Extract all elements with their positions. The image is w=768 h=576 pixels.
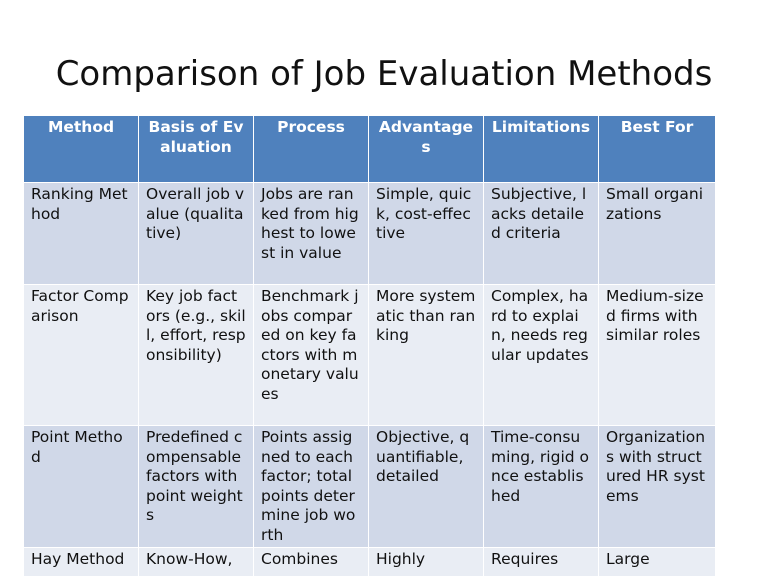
- table-cell: Benchmark jobs compared on key factors w…: [253, 284, 369, 426]
- header-basis-of-evaluation: Basis of Evaluation: [138, 115, 254, 183]
- table-cell: Jobs are ranked from highest to lowest i…: [253, 182, 369, 285]
- table-cell: Subjective, lacks detailed criteria: [483, 182, 599, 285]
- header-limitations: Limitations: [483, 115, 599, 183]
- table-cell: Small organizations: [598, 182, 716, 285]
- table-cell: Know-How,: [138, 547, 254, 576]
- comparison-table: Method Basis of Evaluation Process Advan…: [23, 115, 716, 576]
- table-cell: Organizations with structured HR systems: [598, 425, 716, 548]
- header-advantages: Advantages: [368, 115, 484, 183]
- table-cell: Large: [598, 547, 716, 576]
- header-best-for: Best For: [598, 115, 716, 183]
- table-cell: Complex, hard to explain, needs regular …: [483, 284, 599, 426]
- table-row: Factor Comparison Key job factors (e.g.,…: [23, 284, 716, 426]
- slide-title: Comparison of Job Evaluation Methods: [55, 54, 713, 94]
- table-row: Ranking Method Overall job value (qualit…: [23, 182, 716, 285]
- table-cell: Points assigned to each factor; total po…: [253, 425, 369, 548]
- table-cell: Ranking Method: [23, 182, 139, 285]
- table-cell: Predefined compensable factors with poin…: [138, 425, 254, 548]
- table-cell: Combines: [253, 547, 369, 576]
- table-cell: Objective, quantifiable, detailed: [368, 425, 484, 548]
- table-row: Point Method Predefined compensable fact…: [23, 425, 716, 548]
- table-cell: Point Method: [23, 425, 139, 548]
- table-cell: Key job factors (e.g., skill, effort, re…: [138, 284, 254, 426]
- table-cell: Factor Comparison: [23, 284, 139, 426]
- table-cell: Simple, quick, cost-effective: [368, 182, 484, 285]
- table-header-row: Method Basis of Evaluation Process Advan…: [23, 115, 716, 183]
- table-cell: Time-consuming, rigid once established: [483, 425, 599, 548]
- table-cell: Hay Method: [23, 547, 139, 576]
- table-cell: Medium-sized firms with similar roles: [598, 284, 716, 426]
- table-row: Hay Method Know-How, Combines Highly Req…: [23, 547, 716, 576]
- table-cell: Highly: [368, 547, 484, 576]
- header-process: Process: [253, 115, 369, 183]
- table-cell: Overall job value (qualitative): [138, 182, 254, 285]
- table-cell: Requires: [483, 547, 599, 576]
- header-method: Method: [23, 115, 139, 183]
- table-cell: More systematic than ranking: [368, 284, 484, 426]
